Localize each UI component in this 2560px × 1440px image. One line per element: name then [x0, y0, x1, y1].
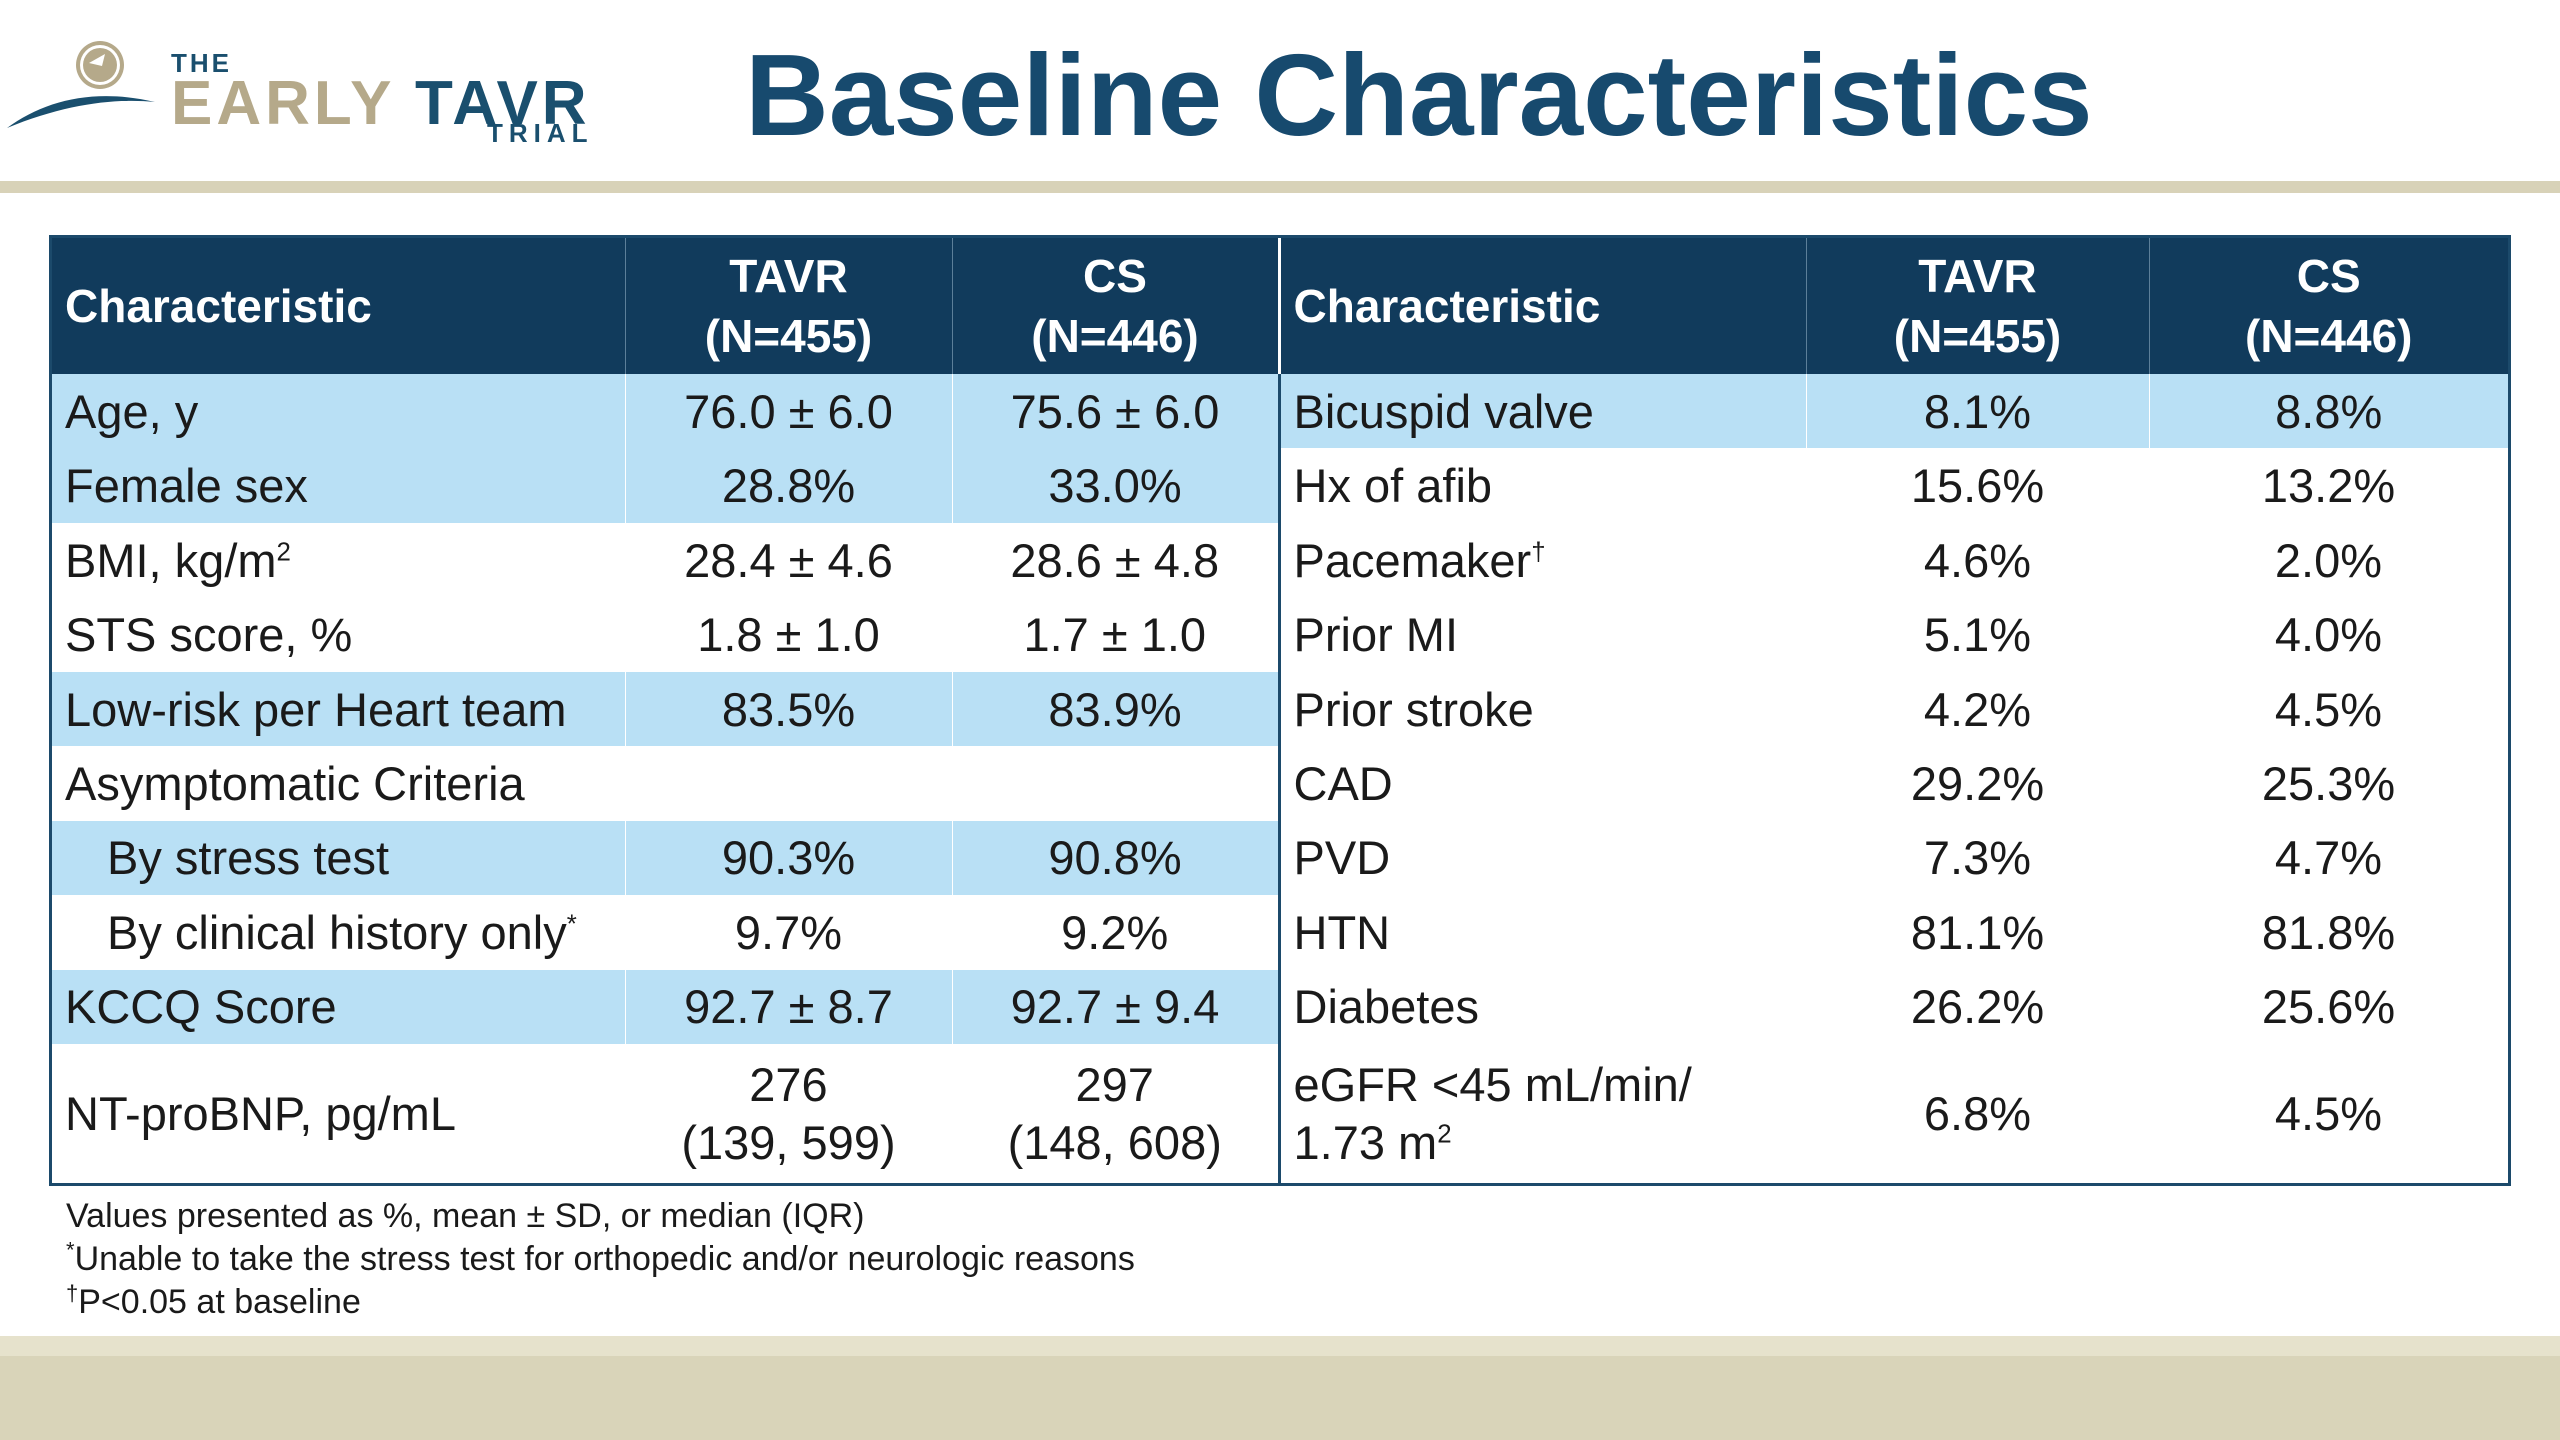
tavr-value: 15.6% — [1910, 459, 2045, 513]
tavr-value: 7.3% — [1923, 831, 2032, 885]
tavr-value: 1.8 ± 1.0 — [697, 608, 880, 662]
footnotes: Values presented as %, mean ± SD, or med… — [66, 1195, 1135, 1324]
cs-value: 81.8% — [2261, 905, 2396, 959]
tavr-value: 9.7% — [734, 905, 843, 959]
tavr-value: 81.1% — [1910, 905, 2045, 959]
table-row: NT-proBNP, pg/mL 276 (139, 599) 297 (148… — [52, 1044, 2508, 1183]
tavr-value: 26.2% — [1910, 980, 2045, 1034]
tavr-value: 83.5% — [624, 671, 952, 747]
table-row: Low-risk per Heart team 83.5% 83.9% Prio… — [52, 671, 2508, 747]
row-label: Female sex — [52, 448, 625, 523]
tavr-value: 90.3% — [624, 820, 952, 896]
tavr-value — [625, 746, 952, 820]
header-divider — [0, 181, 2560, 193]
table-header-row: Characteristic TAVR (N=455) CS (N=446) C… — [52, 238, 2508, 374]
header-tavr-left: TAVR (N=455) — [624, 238, 952, 374]
table-row: By stress test 90.3% 90.8% PVD 7.3% 4.7% — [52, 820, 2508, 896]
tavr-value: 92.7 ± 8.7 — [624, 969, 952, 1045]
logo-swoosh-icon — [7, 41, 155, 128]
header-tavr-right: TAVR (N=455) — [1805, 238, 2149, 374]
footnote-pvalue: †P<0.05 at baseline — [66, 1280, 361, 1321]
cs-value: 25.3% — [2261, 756, 2396, 810]
row-label: STS score, % — [65, 608, 353, 662]
tavr-value: 276 (139, 599) — [681, 1057, 896, 1169]
cs-value: 13.2% — [2261, 459, 2396, 513]
row-label: NT-proBNP, pg/mL — [65, 1086, 456, 1140]
row-label: By clinical history only* — [107, 905, 577, 959]
tavr-value: 28.8% — [624, 448, 952, 523]
logo-trial: TRIAL — [487, 118, 594, 148]
header-characteristic-left: Characteristic — [52, 238, 625, 374]
logo-early: EARLY — [171, 69, 396, 138]
tavr-value: 4.6% — [1923, 533, 2032, 587]
cs-value: 4.5% — [2274, 682, 2383, 736]
header-cs-left: CS (N=446) — [951, 238, 1279, 374]
table-row: By clinical history only* 9.7% 9.2% HTN … — [52, 895, 2508, 970]
cs-value — [952, 746, 1279, 820]
logo-tavr: TAVR — [415, 69, 591, 138]
tavr-value: 5.1% — [1923, 608, 2032, 662]
cs-value: 8.8% — [2148, 374, 2508, 449]
row-label: Bicuspid valve — [1277, 374, 1806, 449]
table-row: Age, y 76.0 ± 6.0 75.6 ± 6.0 Bicuspid va… — [52, 374, 2508, 449]
row-label: KCCQ Score — [52, 969, 625, 1045]
table-row: Female sex 28.8% 33.0% Hx of afib 15.6% … — [52, 448, 2508, 523]
table-row: Asymptomatic Criteria CAD 29.2% 25.3% — [52, 746, 2508, 821]
row-label: PVD — [1277, 820, 1806, 896]
page-title: Baseline Characteristics — [745, 30, 2093, 160]
logo-the: THE — [171, 48, 232, 78]
row-label: Hx of afib — [1277, 448, 1806, 523]
row-label: Prior stroke — [1277, 671, 1806, 747]
tavr-value: 76.0 ± 6.0 — [624, 374, 952, 449]
row-label: HTN — [1277, 895, 1806, 970]
cs-value: 4.5% — [2274, 1086, 2383, 1140]
baseline-table: Characteristic TAVR (N=455) CS (N=446) C… — [49, 235, 2511, 1186]
tavr-value: 4.2% — [1923, 682, 2032, 736]
row-label: BMI, kg/m2 — [65, 533, 291, 587]
cs-value: 33.0% — [951, 448, 1279, 523]
header-characteristic-right: Characteristic — [1277, 238, 1806, 374]
row-label: CAD — [1277, 746, 1806, 821]
footer-band-highlight — [0, 1336, 2560, 1356]
header-cs-right: CS (N=446) — [2148, 238, 2508, 374]
cs-value: 4.0% — [2274, 608, 2383, 662]
table-row: KCCQ Score 92.7 ± 8.7 92.7 ± 9.4 Diabete… — [52, 969, 2508, 1045]
cs-value: 92.7 ± 9.4 — [951, 969, 1279, 1045]
row-label: By stress test — [52, 820, 625, 896]
cs-value: 90.8% — [951, 820, 1279, 896]
table-row: BMI, kg/m2 28.4 ± 4.6 28.6 ± 4.8 Pacemak… — [52, 522, 2508, 598]
cs-value: 1.7 ± 1.0 — [1023, 608, 1207, 662]
footnote-stress-test: *Unable to take the stress test for orth… — [66, 1237, 1135, 1278]
trial-logo: THE EARLY TAVR TRIAL — [5, 30, 605, 150]
cs-value: 2.0% — [2274, 533, 2383, 587]
row-label: Pacemaker† — [1277, 522, 1806, 598]
cs-value: 9.2% — [1061, 905, 1169, 959]
tavr-value: 28.4 ± 4.6 — [684, 533, 893, 587]
cs-value: 4.7% — [2274, 831, 2383, 885]
cs-value: 28.6 ± 4.8 — [1010, 533, 1220, 587]
tavr-value: 6.8% — [1923, 1086, 2032, 1140]
tavr-value: 8.1% — [1805, 374, 2149, 449]
cs-value: 25.6% — [2261, 980, 2396, 1034]
cs-value: 75.6 ± 6.0 — [951, 374, 1279, 449]
row-label: Prior MI — [1277, 597, 1806, 672]
footnote-values: Values presented as %, mean ± SD, or med… — [66, 1197, 865, 1235]
row-label: Asymptomatic Criteria — [65, 756, 525, 810]
tavr-value: 29.2% — [1910, 756, 2045, 810]
row-label: Diabetes — [1277, 969, 1806, 1045]
cs-value: 83.9% — [951, 671, 1279, 747]
table-row: STS score, % 1.8 ± 1.0 1.7 ± 1.0 Prior M… — [52, 597, 2508, 672]
row-label: eGFR <45 mL/min/ 1.73 m2 — [1277, 1044, 1806, 1183]
row-label: Age, y — [52, 374, 625, 449]
cs-value: 297 (148, 608) — [1007, 1057, 1222, 1169]
row-label: Low-risk per Heart team — [52, 671, 625, 747]
